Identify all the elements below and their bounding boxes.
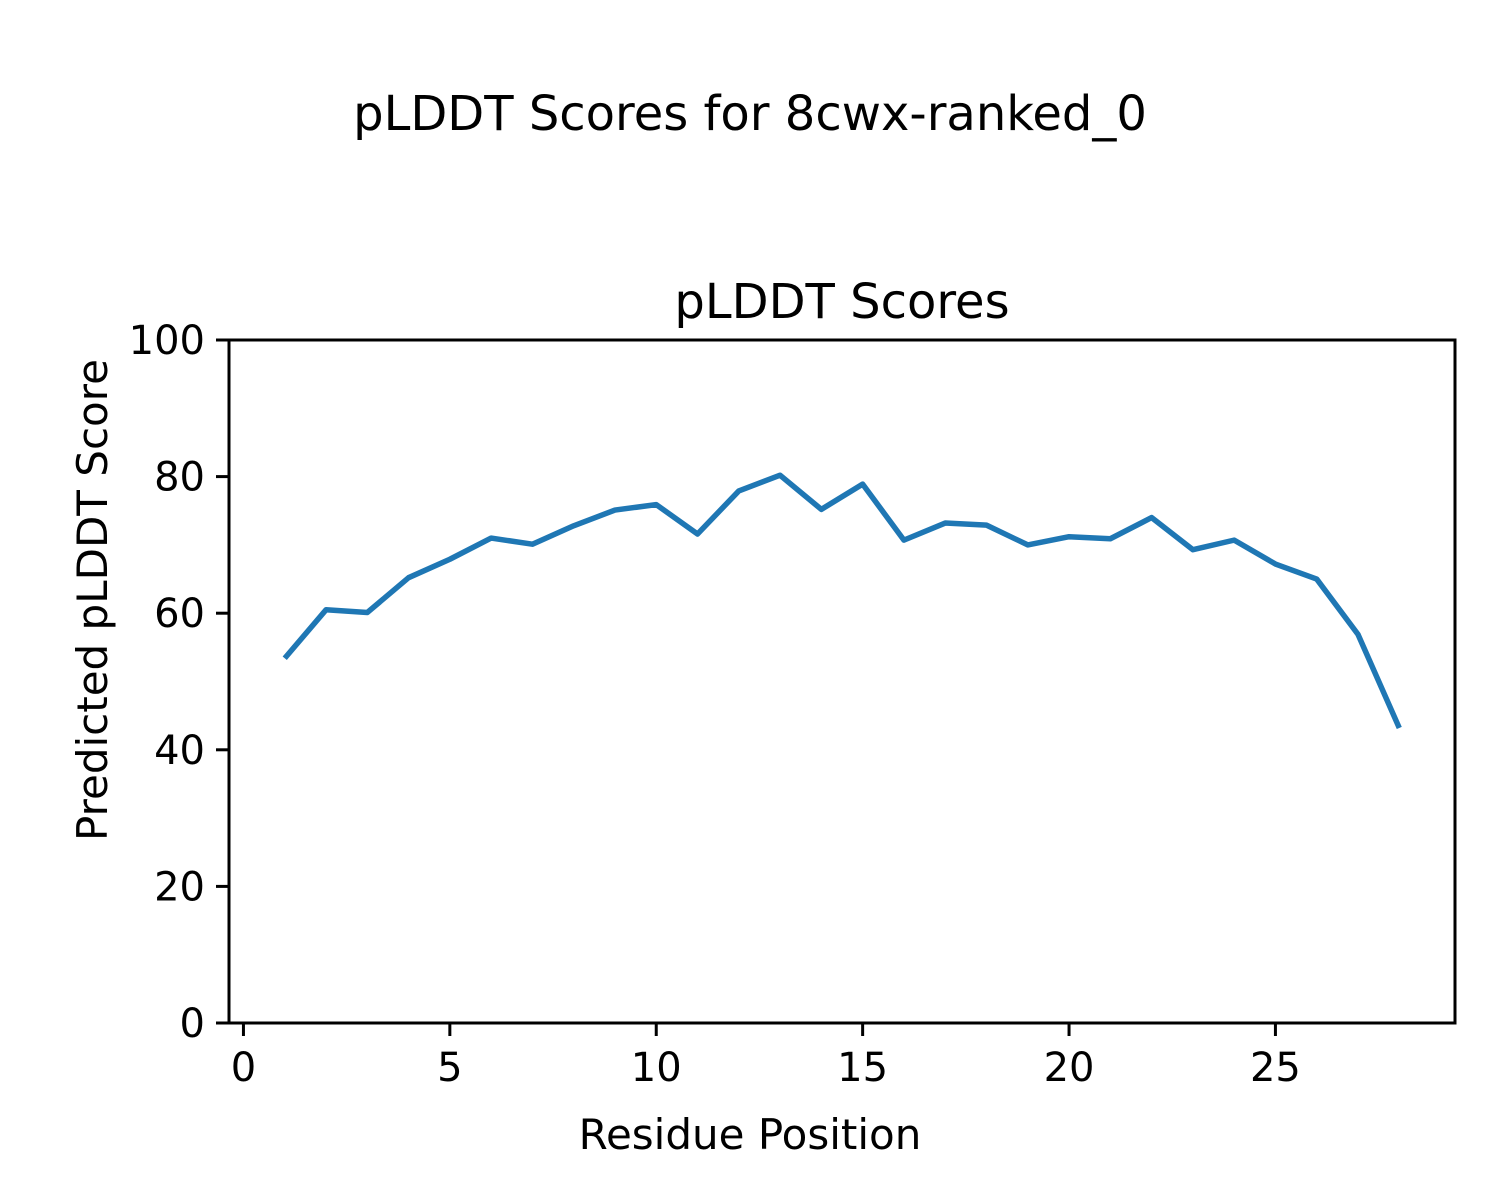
x-tick-label: 25 xyxy=(1250,1045,1301,1091)
x-tick-label: 0 xyxy=(231,1045,256,1091)
axes-title: pLDDT Scores xyxy=(674,274,1010,330)
y-tick-label: 40 xyxy=(154,728,205,774)
axes-spines xyxy=(227,338,1457,1025)
y-tick-label: 0 xyxy=(180,1001,205,1047)
x-tick-label: 5 xyxy=(437,1045,462,1091)
y-tick-label: 100 xyxy=(129,318,205,364)
plddt-line xyxy=(282,472,1402,730)
x-tick-label: 15 xyxy=(837,1045,888,1091)
y-tick-label: 80 xyxy=(154,455,205,501)
x-tick-label: 20 xyxy=(1044,1045,1095,1091)
figure-title: pLDDT Scores for 8cwx-ranked_0 xyxy=(353,86,1147,142)
y-tick-label: 60 xyxy=(154,591,205,637)
x-tick-label: 10 xyxy=(631,1045,682,1091)
x-axis-label: Residue Position xyxy=(578,1110,922,1159)
y-tick-label: 20 xyxy=(154,864,205,910)
